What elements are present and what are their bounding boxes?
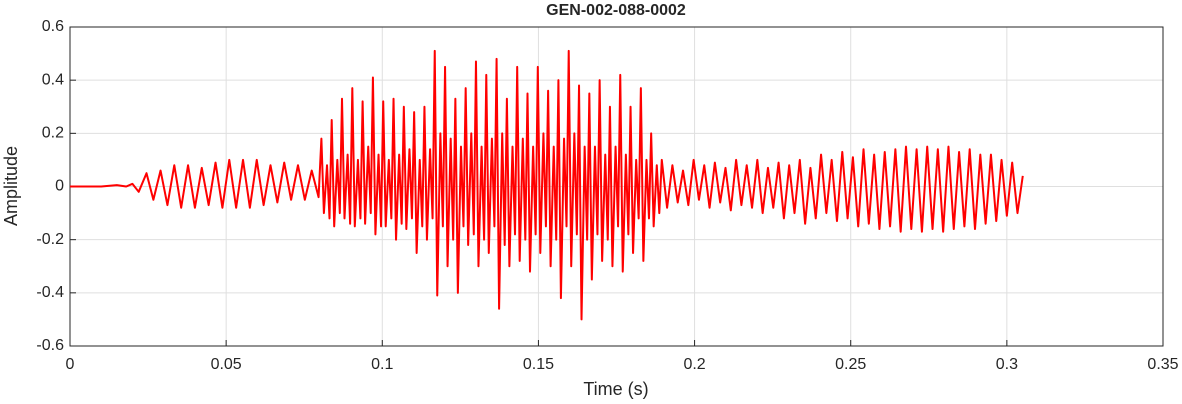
x-tick-label: 0.05 xyxy=(211,356,242,373)
y-tick-label: -0.6 xyxy=(36,337,64,354)
y-tick-label: 0.2 xyxy=(42,125,64,142)
line xyxy=(70,49,1024,321)
x-tick-label: 0.3 xyxy=(996,356,1018,373)
y-tick-label: -0.2 xyxy=(36,231,64,248)
y-tick-label: 0 xyxy=(55,178,64,195)
y-tick-label: -0.4 xyxy=(36,284,64,301)
x-tick-label: 0.25 xyxy=(835,356,866,373)
x-tick-label: 0.35 xyxy=(1147,356,1178,373)
y-axis-label: Amplitude xyxy=(1,146,21,226)
x-tick-label: 0.2 xyxy=(683,356,705,373)
x-tick-label: 0 xyxy=(66,356,75,373)
x-tick-label: 0.1 xyxy=(371,356,393,373)
y-tick-label: 0.6 xyxy=(42,18,64,35)
y-tick-label: 0.4 xyxy=(42,71,64,88)
x-tick-label: 0.15 xyxy=(523,356,554,373)
x-axis-label: Time (s) xyxy=(583,379,648,399)
chart-title: GEN-002-088-0002 xyxy=(546,2,686,19)
